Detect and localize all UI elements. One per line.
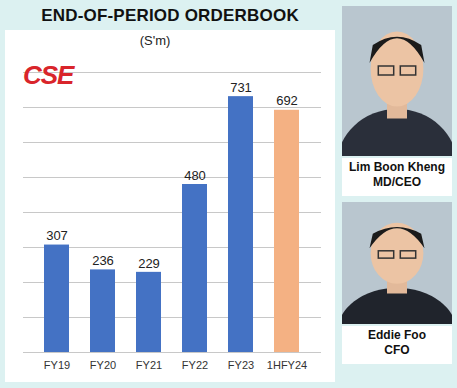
html-text:Lim Boon Kheng: Lim Boon Kheng (349, 160, 445, 174)
html-text:MD/CEO: MD/CEO (373, 175, 421, 189)
svg-text:FY20: FY20 (90, 359, 116, 371)
svg-text:FY22: FY22 (182, 359, 208, 371)
svg-text:236: 236 (92, 253, 114, 268)
svg-text:692: 692 (276, 93, 298, 108)
html-text:CFO: CFO (384, 343, 410, 357)
html-text:END-OF-PERIOD ORDERBOOK: END-OF-PERIOD ORDERBOOK (41, 6, 299, 25)
svg-text:FY21: FY21 (136, 359, 162, 371)
svg-text:FY23: FY23 (228, 359, 254, 371)
svg-text:1HFY24: 1HFY24 (267, 359, 307, 371)
html-text:Eddie Foo: Eddie Foo (368, 328, 426, 342)
svg-text:FY19: FY19 (44, 359, 70, 371)
html-text:CSE: CSE (23, 60, 74, 90)
svg-text:307: 307 (46, 228, 68, 243)
svg-text:731: 731 (230, 80, 252, 95)
html-text:(S'm): (S'm) (139, 33, 171, 48)
svg-text:229: 229 (138, 256, 160, 271)
svg-text:480: 480 (184, 168, 206, 183)
